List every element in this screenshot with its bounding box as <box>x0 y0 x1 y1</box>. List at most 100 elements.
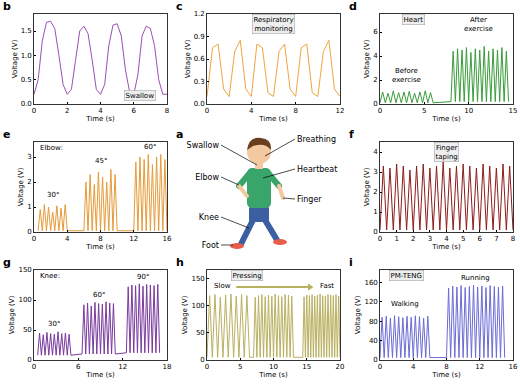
svg-text:5: 5 <box>422 107 426 115</box>
svg-text:4: 4 <box>249 107 254 115</box>
svg-text:0.3: 0.3 <box>194 78 205 86</box>
svg-text:12: 12 <box>129 235 138 243</box>
svg-text:4: 4 <box>411 363 416 371</box>
svg-text:0: 0 <box>200 356 204 364</box>
svg-text:0: 0 <box>373 356 377 364</box>
svg-text:3: 3 <box>373 168 377 176</box>
svg-text:0.9: 0.9 <box>194 33 205 41</box>
svg-text:Time (s): Time (s) <box>85 115 115 123</box>
svg-text:0.0: 0.0 <box>21 100 32 108</box>
svg-text:Time (s): Time (s) <box>85 243 115 251</box>
svg-text:12: 12 <box>118 363 127 371</box>
svg-text:80: 80 <box>369 318 378 326</box>
svg-text:2: 2 <box>373 76 377 84</box>
svg-text:Time (s): Time (s) <box>258 115 288 123</box>
svg-text:Slow: Slow <box>214 282 231 290</box>
svg-text:15: 15 <box>509 107 518 115</box>
svg-text:8: 8 <box>444 363 448 371</box>
svg-text:1: 1 <box>373 208 377 216</box>
svg-text:100: 100 <box>191 302 204 310</box>
svg-text:16: 16 <box>163 235 172 243</box>
svg-text:PM-TENG: PM-TENG <box>391 272 423 280</box>
svg-text:1: 1 <box>394 235 398 243</box>
svg-text:2: 2 <box>373 188 377 196</box>
svg-text:12: 12 <box>475 363 484 371</box>
svg-text:40: 40 <box>369 337 378 345</box>
svg-text:0: 0 <box>373 100 377 108</box>
svg-text:3: 3 <box>428 235 432 243</box>
svg-text:0: 0 <box>32 107 36 115</box>
svg-text:1: 1 <box>27 203 31 211</box>
svg-text:Elbow: Elbow <box>195 173 219 182</box>
svg-text:Fast: Fast <box>320 282 334 290</box>
svg-text:Time (s): Time (s) <box>431 371 461 379</box>
svg-text:Voltage (V): Voltage (V) <box>184 39 192 78</box>
svg-text:Running: Running <box>461 274 490 282</box>
svg-text:15: 15 <box>302 363 311 371</box>
svg-text:0: 0 <box>32 235 36 243</box>
svg-text:Knee: Knee <box>199 213 219 222</box>
svg-text:6: 6 <box>478 235 483 243</box>
svg-text:Heartbeat: Heartbeat <box>297 165 337 174</box>
svg-text:1.2: 1.2 <box>194 10 205 18</box>
svg-text:16: 16 <box>509 363 518 371</box>
svg-text:120: 120 <box>364 298 377 306</box>
svg-text:0.6: 0.6 <box>194 55 206 63</box>
svg-text:30°: 30° <box>47 191 59 199</box>
svg-text:Finger: Finger <box>297 195 322 204</box>
svg-text:0: 0 <box>373 228 377 236</box>
svg-text:5: 5 <box>238 363 242 371</box>
svg-text:Pressing: Pressing <box>233 272 262 280</box>
svg-text:10: 10 <box>269 363 278 371</box>
svg-text:4: 4 <box>444 235 449 243</box>
svg-text:Breathing: Breathing <box>297 135 336 144</box>
svg-text:30°: 30° <box>48 320 60 328</box>
svg-text:90°: 90° <box>137 273 149 281</box>
svg-text:0: 0 <box>27 356 31 364</box>
svg-text:2: 2 <box>27 178 31 186</box>
svg-text:Respiratorymonitoring: Respiratorymonitoring <box>254 16 294 33</box>
svg-text:4: 4 <box>373 52 378 60</box>
svg-text:Time (s): Time (s) <box>258 371 288 379</box>
svg-text:4: 4 <box>98 107 103 115</box>
svg-text:150: 150 <box>191 275 204 283</box>
svg-text:0: 0 <box>378 363 382 371</box>
svg-text:150: 150 <box>18 266 31 274</box>
svg-text:8: 8 <box>98 235 102 243</box>
svg-text:7: 7 <box>494 235 498 243</box>
svg-text:Voltage (V): Voltage (V) <box>17 167 25 206</box>
svg-text:45°: 45° <box>95 157 107 165</box>
svg-text:Time (s): Time (s) <box>85 371 115 379</box>
svg-text:Voltage (V): Voltage (V) <box>181 295 189 334</box>
svg-text:1.5: 1.5 <box>21 27 32 35</box>
svg-text:0: 0 <box>32 363 36 371</box>
svg-text:Beforeexercise: Beforeexercise <box>392 67 421 84</box>
svg-text:3: 3 <box>27 153 31 161</box>
svg-text:Walking: Walking <box>391 300 419 308</box>
svg-text:4: 4 <box>65 235 70 243</box>
svg-text:Swallow: Swallow <box>187 141 220 150</box>
svg-text:5: 5 <box>461 235 465 243</box>
svg-text:Elbow:: Elbow: <box>40 144 63 152</box>
svg-text:Voltage (V): Voltage (V) <box>363 39 371 78</box>
svg-text:Foot: Foot <box>202 241 219 250</box>
svg-text:Voltage (V): Voltage (V) <box>363 167 371 206</box>
svg-text:20: 20 <box>336 363 345 371</box>
svg-text:10: 10 <box>464 107 473 115</box>
svg-text:Voltage (V): Voltage (V) <box>11 39 19 78</box>
svg-text:0.5: 0.5 <box>21 76 32 84</box>
svg-text:0: 0 <box>205 363 209 371</box>
svg-text:0: 0 <box>27 228 31 236</box>
svg-text:8: 8 <box>165 107 169 115</box>
svg-text:2: 2 <box>65 107 69 115</box>
svg-text:Voltage (V): Voltage (V) <box>354 295 362 334</box>
svg-text:60°: 60° <box>144 143 156 151</box>
svg-text:160: 160 <box>364 279 377 287</box>
svg-text:8: 8 <box>511 235 515 243</box>
svg-text:50: 50 <box>23 326 32 334</box>
svg-text:Time (s): Time (s) <box>431 243 461 251</box>
svg-text:Swallow: Swallow <box>126 92 155 100</box>
svg-text:4: 4 <box>373 148 378 156</box>
svg-text:0: 0 <box>205 107 209 115</box>
svg-text:18: 18 <box>163 363 172 371</box>
